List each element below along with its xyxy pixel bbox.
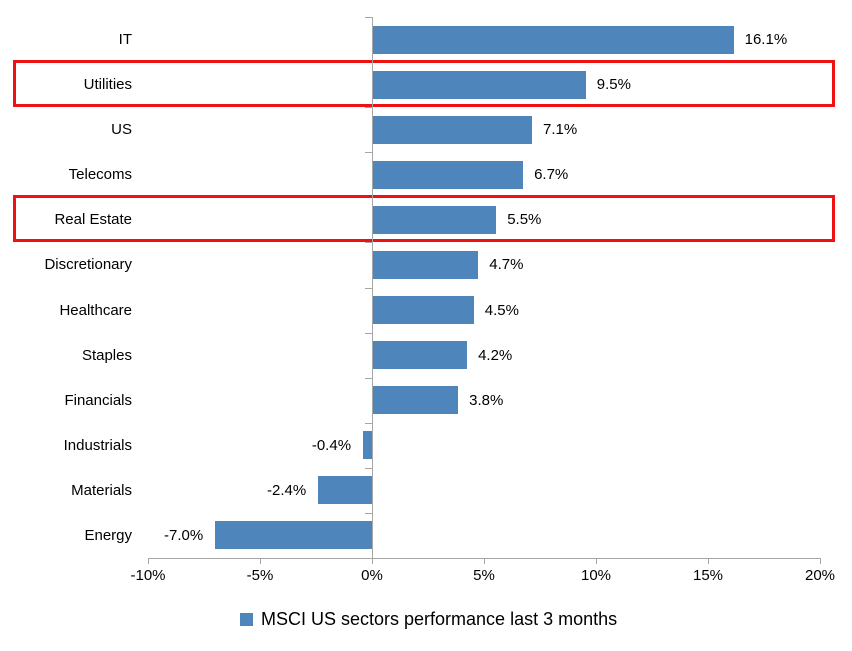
x-axis-tick <box>484 558 485 564</box>
category-boundary-tick <box>365 422 372 424</box>
value-label: -0.4% <box>311 436 352 454</box>
category-label: IT <box>118 31 132 49</box>
category-boundary-tick <box>365 377 372 379</box>
bar <box>318 476 372 505</box>
bar <box>373 296 474 325</box>
x-axis-tick <box>820 558 821 564</box>
x-axis-tick <box>708 558 709 564</box>
value-label: 4.2% <box>478 346 513 364</box>
bar <box>373 70 586 99</box>
bar <box>373 250 479 279</box>
x-axis-tick <box>260 558 261 564</box>
value-label: 3.8% <box>469 391 504 409</box>
x-axis-line <box>148 558 821 559</box>
category-label: US <box>111 121 132 139</box>
bar <box>373 386 459 415</box>
category-label: Financials <box>64 391 132 409</box>
value-label: 4.7% <box>489 256 524 274</box>
category-label: Healthcare <box>59 301 132 319</box>
bar <box>215 521 372 550</box>
category-boundary-tick <box>365 512 372 514</box>
x-tick-label: 10% <box>580 567 612 584</box>
x-axis-tick <box>148 558 149 564</box>
legend-swatch-icon <box>240 613 253 626</box>
x-tick-label: 5% <box>473 567 495 584</box>
category-boundary-tick <box>365 107 372 109</box>
x-tick-label: 20% <box>804 567 836 584</box>
bar <box>363 431 372 460</box>
value-label: 9.5% <box>596 76 631 94</box>
x-axis-tick <box>596 558 597 564</box>
category-boundary-tick <box>365 242 372 244</box>
value-label: 5.5% <box>507 211 542 229</box>
value-label: 7.1% <box>543 121 578 139</box>
category-boundary-tick <box>365 287 372 289</box>
category-boundary-tick <box>365 62 372 64</box>
x-tick-label: 15% <box>692 567 724 584</box>
category-label: Industrials <box>63 436 132 454</box>
category-label: Materials <box>71 481 132 499</box>
category-boundary-tick <box>365 332 372 334</box>
bar <box>373 25 734 54</box>
value-label: 6.7% <box>534 166 569 184</box>
bar <box>373 115 533 144</box>
value-label: -7.0% <box>164 526 204 544</box>
category-boundary-tick <box>365 197 372 199</box>
category-label: Discretionary <box>44 256 132 274</box>
category-label: Staples <box>81 346 132 364</box>
zero-axis-line <box>372 17 373 558</box>
x-tick-label: -10% <box>130 567 166 584</box>
value-label: 16.1% <box>744 31 788 49</box>
bar <box>373 341 468 370</box>
category-label: Telecoms <box>68 166 132 184</box>
category-label: Real Estate <box>54 211 132 229</box>
legend: MSCI US sectors performance last 3 month… <box>240 609 617 630</box>
category-boundary-tick <box>365 17 372 18</box>
category-label: Energy <box>84 526 132 544</box>
category-label: Utilities <box>83 76 132 94</box>
value-label: 4.5% <box>484 301 519 319</box>
bar <box>373 160 524 189</box>
category-boundary-tick <box>365 467 372 469</box>
category-boundary-tick <box>365 152 372 154</box>
x-tick-label: -5% <box>246 567 274 584</box>
bar <box>373 205 497 234</box>
x-axis-tick <box>372 558 373 564</box>
x-tick-label: 0% <box>361 567 383 584</box>
legend-label: MSCI US sectors performance last 3 month… <box>261 609 618 629</box>
value-label: -2.4% <box>267 481 307 499</box>
